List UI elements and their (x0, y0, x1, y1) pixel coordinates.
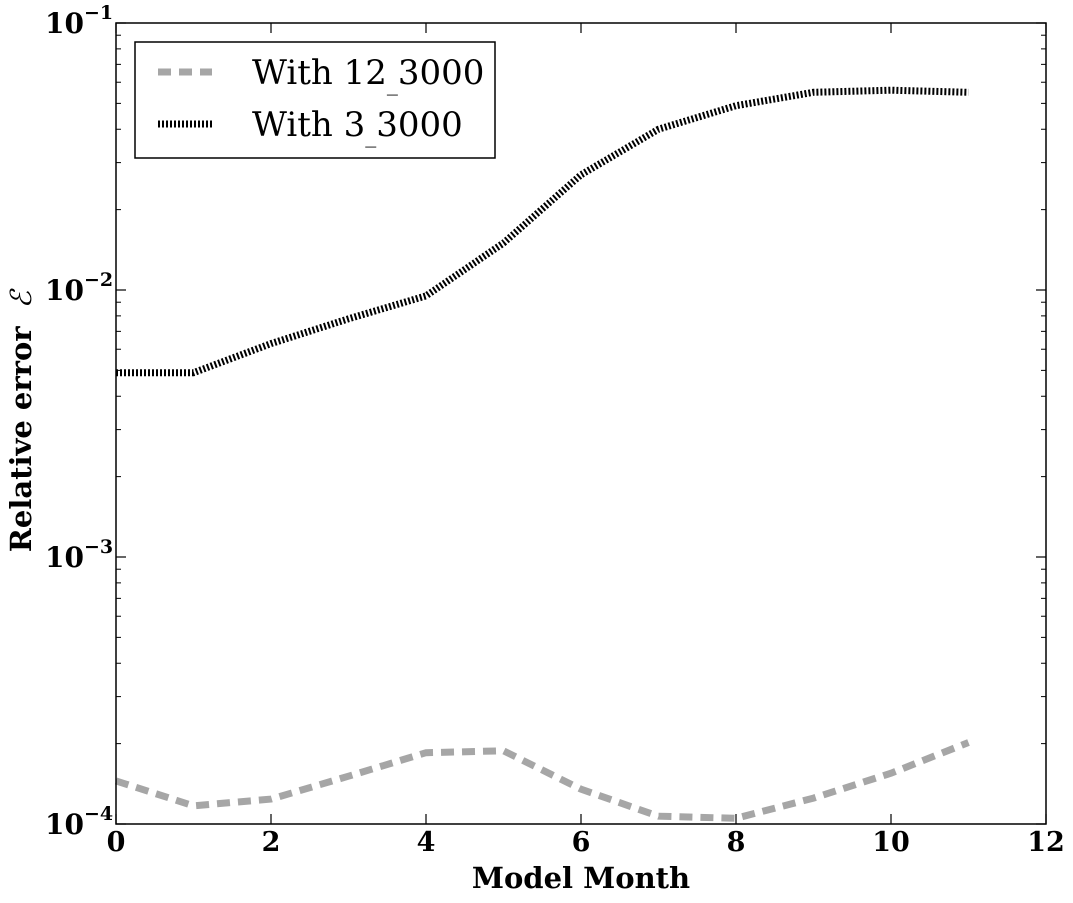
x-tick-label: 2 (262, 827, 281, 858)
legend: With 12_3000 With 3_3000 (134, 41, 496, 159)
x-tick-label: 8 (727, 827, 746, 858)
y-tick-label: 10−2 (45, 269, 113, 307)
y-tick-label: 10−1 (45, 2, 113, 40)
legend-label-0: With 12_3000 (252, 53, 484, 96)
x-tick-label: 4 (417, 827, 436, 858)
x-tick-label: 12 (1027, 827, 1065, 858)
y-tick-label: 10−4 (45, 803, 113, 841)
y-axis-title-symbol: ℰ (4, 287, 38, 308)
series-layer (114, 86, 970, 822)
x-axis-title: Model Month (472, 861, 690, 895)
x-tick-label: 10 (872, 827, 910, 858)
legend-box (134, 41, 496, 159)
legend-entries: With 12_3000 With 3_3000 (158, 53, 484, 148)
plot-frame (115, 22, 1047, 825)
x-tick-label: 0 (107, 827, 126, 858)
x-tick-labels: 0 2 4 6 8 10 12 (107, 827, 1065, 858)
y-axis-title-text: Relative error (4, 326, 38, 553)
legend-label-1: With 3_3000 (252, 105, 463, 148)
series-line-0 (114, 739, 970, 822)
y-tick-label: 10−3 (45, 536, 113, 574)
y-axis-title: Relative error ℰ (4, 287, 38, 552)
y-tick-labels: 10−4 10−3 10−2 10−1 (45, 2, 113, 841)
x-tick-label: 6 (572, 827, 591, 858)
